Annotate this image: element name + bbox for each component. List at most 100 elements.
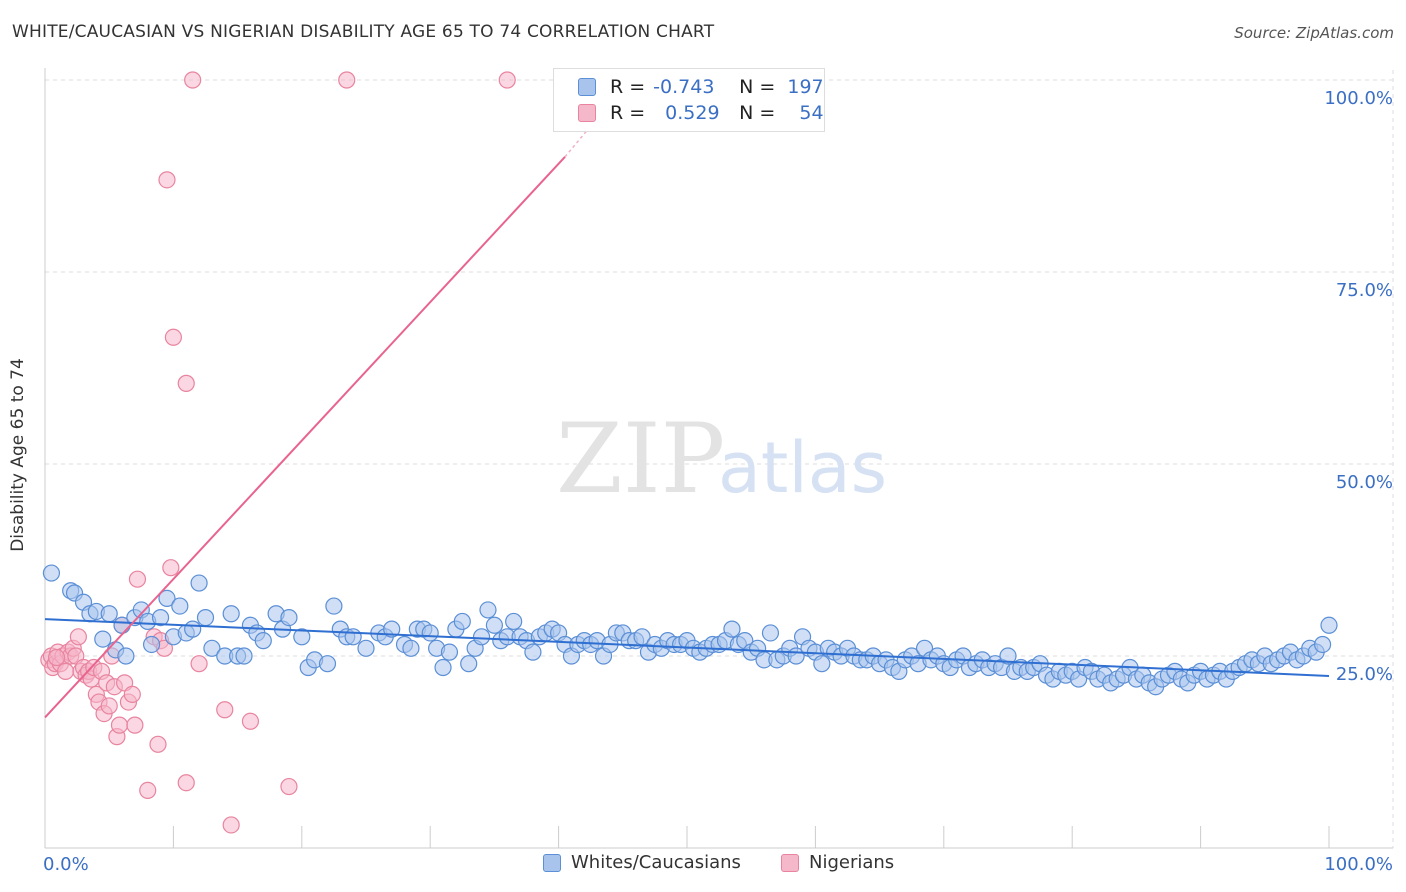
gridlines	[45, 70, 1394, 848]
watermark: ZIP atlas	[556, 403, 887, 515]
white-point	[158, 589, 176, 608]
trendlines	[44, 125, 1330, 719]
n-value: 54	[799, 102, 824, 124]
nigerian-point	[164, 328, 182, 346]
legend-label-whites: Whites/Caucasians	[571, 852, 741, 873]
n-label: N =	[739, 76, 776, 98]
nigerian-point	[47, 648, 66, 667]
white-point	[203, 639, 221, 657]
white-point	[151, 608, 170, 627]
nigerian-point	[158, 171, 176, 189]
correlation-legend: R = -0.743 N = 197 R = 0.529 N = 54	[553, 68, 825, 132]
white-point	[383, 620, 401, 638]
white-point	[723, 620, 741, 638]
x-tick-label: 0.0%	[43, 854, 89, 875]
watermark-zip: ZIP	[556, 403, 725, 515]
nigerian-point	[149, 735, 167, 753]
r-value: -0.743	[653, 76, 715, 98]
white-point	[196, 608, 215, 627]
nigerian-point	[222, 816, 240, 834]
white-point	[293, 628, 311, 646]
r-value: 0.529	[665, 102, 720, 124]
white-point	[485, 616, 503, 634]
nigerian-point	[177, 374, 195, 392]
white-point	[421, 624, 439, 642]
y-tick-label: 75.0%	[1336, 280, 1393, 301]
legend-label-nigerians: Nigerians	[809, 852, 895, 873]
nigerian-point	[162, 559, 180, 577]
nigerian-point	[280, 777, 298, 796]
source-label: Source: ZipAtlas.com	[1234, 24, 1394, 42]
white-point	[434, 658, 452, 677]
legend-item-whites: Whites/Caucasians	[543, 852, 741, 873]
nigerian-point	[139, 781, 157, 800]
white-point	[100, 605, 118, 623]
white-point	[1313, 635, 1332, 654]
white-point	[999, 647, 1017, 665]
n-label: N =	[739, 102, 776, 124]
white-point	[318, 655, 337, 673]
watermark-atlas: atlas	[718, 427, 887, 509]
white-point	[453, 612, 471, 631]
white-point	[222, 605, 240, 623]
x-tick-labels: 0.0% 100.0%	[43, 854, 1393, 875]
white-point	[1320, 616, 1338, 634]
y-tick-labels: 25.0% 50.0% 75.0% 100.0%	[1324, 88, 1393, 685]
nigerian-points	[40, 71, 516, 834]
nigerian-point	[110, 716, 129, 734]
chart-title: WHITE/CAUCASIAN VS NIGERIAN DISABILITY A…	[12, 22, 715, 42]
axes	[44, 68, 1393, 849]
y-tick-label: 100.0%	[1324, 88, 1393, 109]
blue-swatch	[578, 78, 596, 96]
nigerian-point	[69, 628, 87, 646]
blue-swatch	[543, 853, 561, 872]
white-point	[813, 655, 831, 673]
legend-row-nigerians: R = 0.529 N = 54	[578, 101, 824, 125]
white-point	[235, 647, 253, 665]
y-tick-label: 25.0%	[1336, 664, 1393, 685]
nigerian-point	[123, 685, 141, 704]
white-point	[280, 608, 298, 627]
nigerian-point	[216, 701, 234, 719]
white-point	[42, 564, 61, 582]
white-point	[325, 597, 343, 615]
nigerians-trendline	[44, 156, 566, 719]
white-point	[524, 643, 542, 661]
white-point	[344, 628, 362, 646]
nigerian-point	[100, 697, 118, 715]
white-point	[460, 655, 478, 673]
x-tick-label: 100.0%	[1324, 854, 1393, 875]
nigerian-point	[177, 774, 195, 792]
white-point	[761, 624, 780, 642]
white-point	[94, 630, 112, 648]
white-point	[505, 612, 523, 631]
white-point	[402, 639, 420, 657]
legend-item-nigerians: Nigerians	[781, 852, 894, 873]
white-point	[357, 639, 375, 657]
white-point	[171, 597, 189, 615]
white-point	[440, 643, 459, 661]
nigerians-trendline-extension	[564, 125, 592, 158]
white-point	[472, 628, 491, 646]
white-point	[254, 632, 272, 650]
nigerian-point	[184, 71, 202, 89]
white-point	[184, 620, 202, 638]
nigerian-point	[128, 570, 147, 588]
y-tick-label: 50.0%	[1336, 472, 1393, 493]
nigerian-point	[241, 712, 260, 730]
nigerian-point	[126, 716, 144, 734]
pink-swatch	[578, 104, 596, 122]
nigerian-point	[190, 655, 208, 673]
nigerian-point	[56, 662, 75, 680]
nigerian-point	[338, 71, 356, 89]
white-point	[479, 601, 497, 619]
whites-trendline	[44, 618, 1330, 677]
white-point	[142, 635, 161, 654]
legend-row-whites: R = -0.743 N = 197	[578, 75, 824, 99]
pink-swatch	[781, 853, 799, 872]
nigerian-point	[498, 71, 516, 89]
white-point	[190, 574, 208, 592]
r-label: R =	[610, 76, 646, 98]
n-value: 197	[787, 76, 824, 98]
